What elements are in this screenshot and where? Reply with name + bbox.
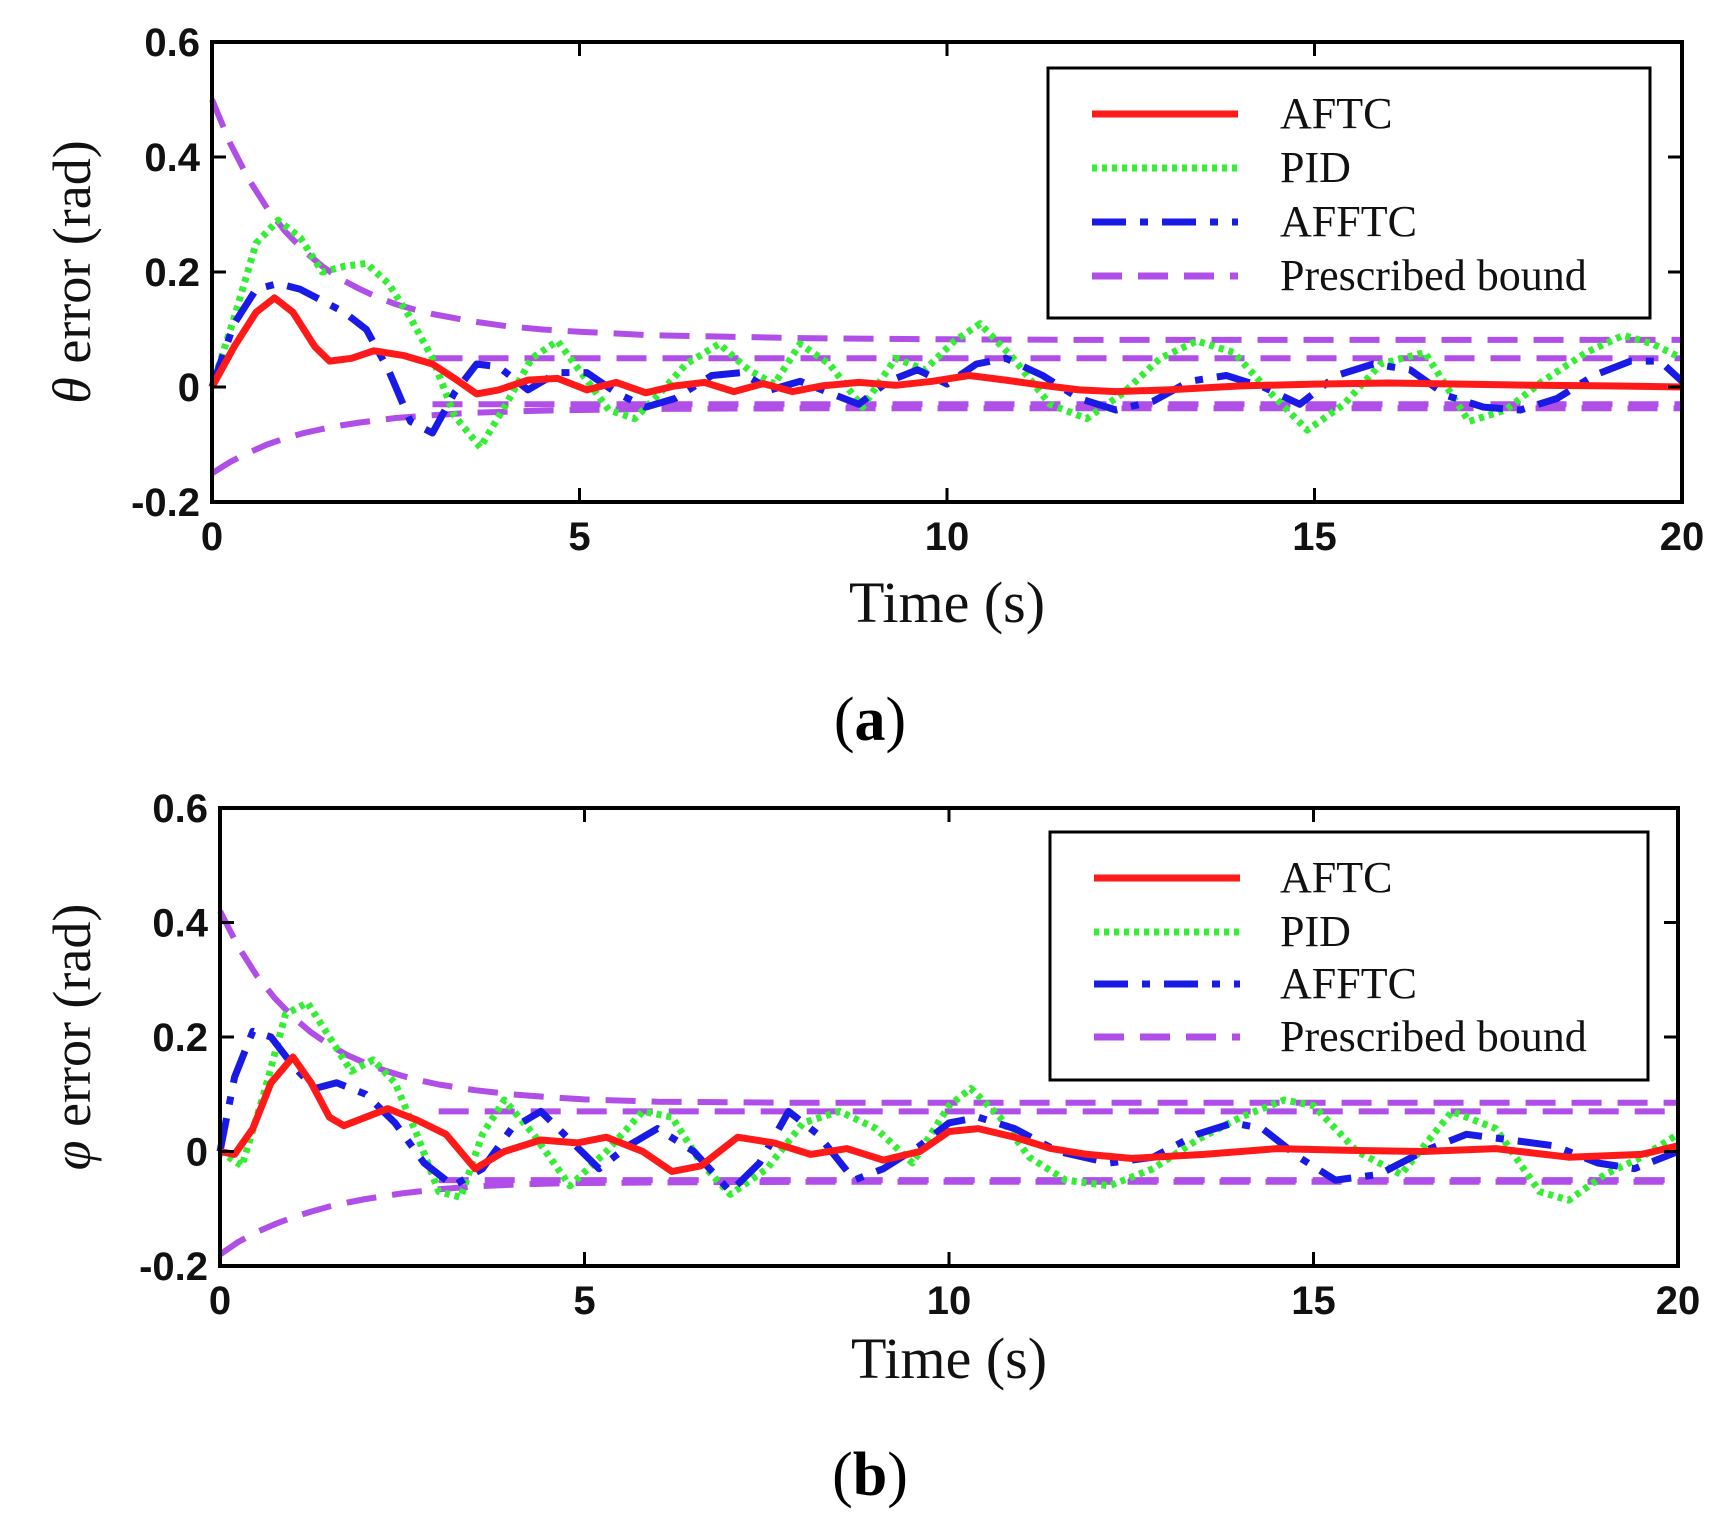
panel-a-legend: AFTC PID AFFTC Prescribed bound: [1046, 66, 1652, 320]
panel-a-xtick-label-0: 0: [201, 515, 223, 559]
panel-a-series-aftc: [208, 294, 1683, 398]
panel-b: 0 5 10 15 20-0.200.20.40.6 AFTC PID AFFTC Pr…: [42, 787, 1700, 1509]
panel-b-caption-letter: b: [853, 1441, 887, 1509]
panel-b-ytick-label-0: -0.2: [139, 1245, 208, 1289]
panel-a-series-prescribed-bound-lower: [210, 405, 1682, 476]
panel-b-series-aftc: [219, 1053, 1679, 1175]
panel-a: 0 5 10 15 20-0.200.20.40.6 AFTC PID AFFTC Pr…: [42, 21, 1704, 754]
panel-b-caption: (b): [832, 1441, 908, 1509]
panel-b-legend-label-bound: Prescribed bound: [1280, 1012, 1587, 1061]
panel-a-ylabel-symbol: θ: [42, 377, 102, 404]
panel-a-ytick-label-4: 0.6: [144, 21, 200, 65]
panel-a-ytick-label-2: 0.2: [144, 251, 200, 295]
panel-b-xtick-label-0: 0: [209, 1279, 231, 1323]
panel-b-legend-label-afftc: AFFTC: [1280, 959, 1417, 1008]
panel-b-ylabel-text: error (rad): [42, 904, 102, 1127]
panel-a-xlabel: Time (s): [849, 570, 1045, 635]
panel-b-xtick-label-2: 10: [927, 1279, 972, 1323]
panel-b-xtick-label-1: 5: [573, 1279, 595, 1323]
panel-a-ylabel: θ error (rad): [42, 140, 102, 403]
panel-a-legend-label-afftc: AFFTC: [1280, 197, 1417, 246]
panel-b-xlabel: Time (s): [851, 1326, 1047, 1391]
panel-b-xtick-label-3: 15: [1291, 1279, 1336, 1323]
panel-a-xtick-label-4: 20: [1660, 515, 1705, 559]
panel-b-ytick-label-3: 0.4: [152, 902, 208, 946]
panel-b-series-pid: [218, 999, 1680, 1204]
panel-b-legend-label-pid: PID: [1280, 907, 1351, 956]
panel-a-series-prescribed-bound-upper: [209, 98, 1682, 343]
panel-b-series: [216, 909, 1680, 1257]
panel-b-ytick-label-1: 0: [186, 1131, 208, 1175]
panel-a-legend-label-aftc: AFTC: [1280, 89, 1392, 138]
panel-a-ytick-label-3: 0.4: [144, 136, 200, 180]
panel-a-xtick-label-3: 15: [1292, 515, 1337, 559]
panel-b-series-prescribed-bound-upper: [217, 909, 1678, 1106]
panel-a-ytick-label-1: 0: [178, 366, 200, 410]
panel-b-ytick-label-4: 0.6: [152, 787, 208, 831]
panel-b-ticks: 0 5 10 15 20-0.200.20.40.6: [139, 787, 1700, 1323]
panel-a-series: [208, 98, 1685, 476]
panel-a-ticks: 0 5 10 15 20-0.200.20.40.6: [131, 21, 1704, 559]
panel-b-xtick-label-4: 20: [1656, 1279, 1701, 1323]
panel-b-legend: AFTC PID AFFTC Prescribed bound: [1048, 830, 1650, 1082]
panel-a-caption-letter: a: [855, 686, 886, 754]
panel-a-ytick-label-0: -0.2: [131, 481, 200, 525]
panel-a-ylabel-text: error (rad): [42, 140, 102, 363]
panel-a-legend-label-pid: PID: [1280, 143, 1351, 192]
panel-a-series-pid: [208, 216, 1684, 451]
panel-a-series-afftc: [208, 280, 1685, 437]
panel-b-ylabel: φ error (rad): [42, 904, 102, 1171]
panel-a-caption-close: ): [886, 686, 907, 754]
panel-a-xtick-label-1: 5: [568, 515, 590, 559]
panel-b-caption-close: ): [887, 1441, 908, 1509]
panel-a-legend-label-bound: Prescribed bound: [1280, 251, 1587, 300]
panel-b-legend-label-aftc: AFTC: [1280, 853, 1392, 902]
panel-a-xtick-label-2: 10: [925, 515, 970, 559]
panel-b-ytick-label-2: 0.2: [152, 1016, 208, 1060]
panel-b-caption-open: (: [832, 1441, 853, 1509]
panel-a-caption: (a): [834, 686, 906, 754]
panel-a-caption-open: (: [834, 686, 855, 754]
panel-b-ylabel-symbol: φ: [42, 1140, 102, 1170]
